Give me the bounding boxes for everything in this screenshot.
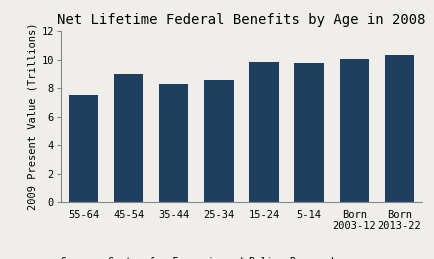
Y-axis label: 2009 Present Value (Trillions): 2009 Present Value (Trillions) <box>27 23 37 210</box>
Bar <box>294 63 323 202</box>
Title: Net Lifetime Federal Benefits by Age in 2008: Net Lifetime Federal Benefits by Age in … <box>57 13 425 27</box>
Bar <box>249 62 278 202</box>
Bar <box>339 59 368 202</box>
Bar <box>384 55 413 202</box>
Text: Source: Center for Economic and Policy Research: Source: Center for Economic and Policy R… <box>61 257 336 259</box>
Bar <box>114 74 143 202</box>
Bar <box>159 84 188 202</box>
Bar <box>204 80 233 202</box>
Bar <box>69 95 98 202</box>
